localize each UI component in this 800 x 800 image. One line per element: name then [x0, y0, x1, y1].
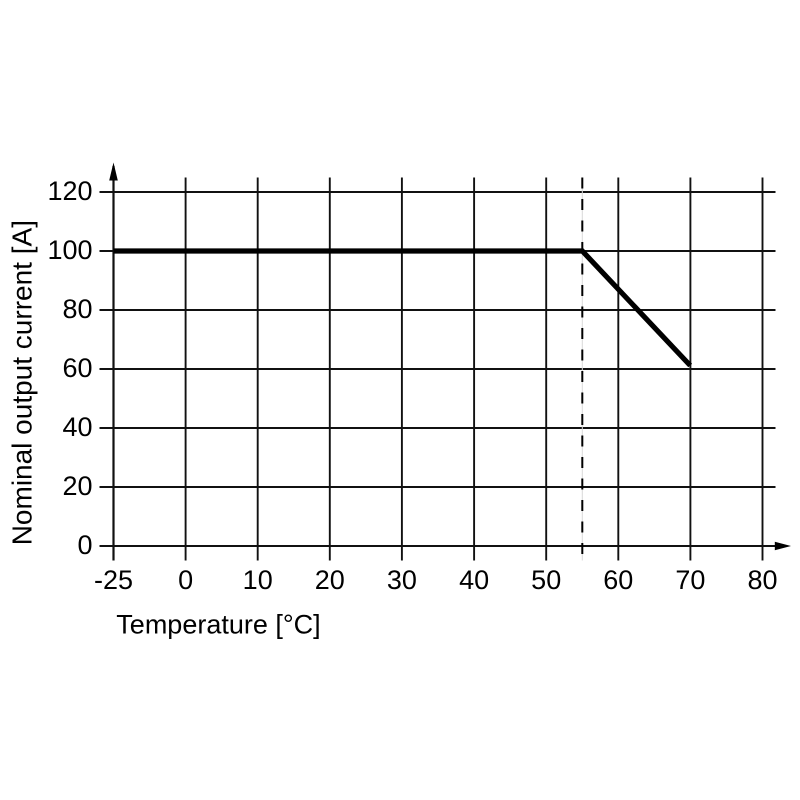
svg-text:60: 60: [62, 353, 92, 383]
svg-text:80: 80: [747, 565, 777, 595]
svg-text:Nominal output current [A]: Nominal output current [A]: [7, 220, 38, 545]
svg-text:Temperature [°C]: Temperature [°C]: [116, 610, 320, 640]
svg-text:0: 0: [77, 530, 92, 560]
svg-text:0: 0: [178, 565, 193, 595]
svg-text:50: 50: [531, 565, 561, 595]
svg-text:40: 40: [62, 412, 92, 442]
svg-text:70: 70: [675, 565, 705, 595]
svg-text:20: 20: [62, 471, 92, 501]
svg-text:100: 100: [47, 235, 92, 265]
svg-text:40: 40: [459, 565, 489, 595]
svg-text:-25: -25: [94, 565, 133, 595]
svg-text:30: 30: [387, 565, 417, 595]
svg-text:80: 80: [62, 294, 92, 324]
svg-text:60: 60: [603, 565, 633, 595]
svg-text:10: 10: [243, 565, 273, 595]
svg-text:20: 20: [315, 565, 345, 595]
svg-text:120: 120: [47, 176, 92, 206]
